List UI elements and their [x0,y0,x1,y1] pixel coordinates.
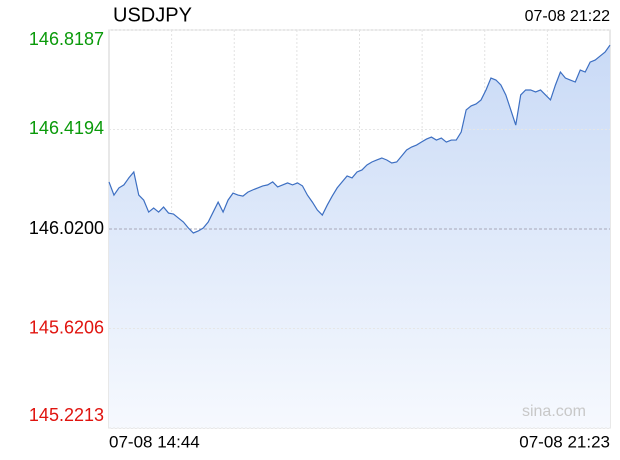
chart-title: USDJPY [113,4,192,26]
y-tick-label: 146.0200 [29,218,104,238]
plot-layer [108,29,611,429]
y-tick-label: 145.6206 [29,317,104,337]
timestamp: 07-08 21:22 [525,8,611,25]
y-tick-label: 146.4194 [29,118,104,138]
x-tick-label: 07-08 21:23 [519,432,610,451]
price-line [108,44,611,234]
y-tick-label: 145.2213 [29,405,104,425]
x-tick-label: 07-08 14:44 [109,432,200,451]
area [109,45,610,429]
watermark: sina.com [522,403,586,420]
y-tick-label: 146.8187 [29,29,104,49]
